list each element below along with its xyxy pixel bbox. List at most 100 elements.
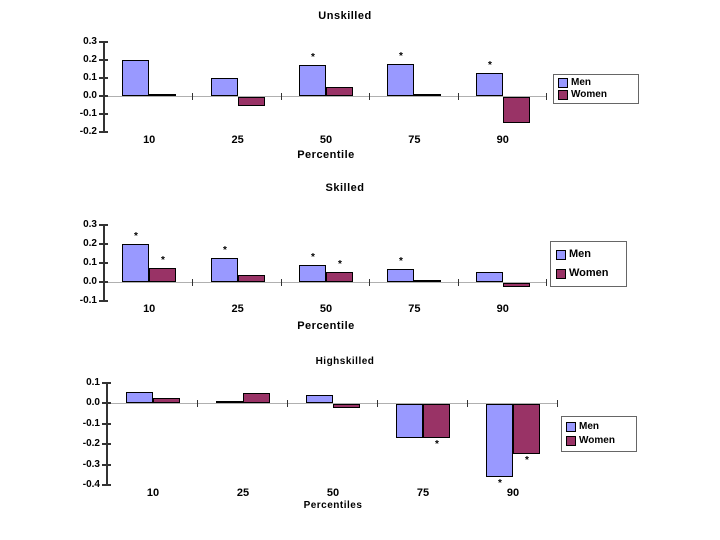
significance-marker: * — [134, 231, 138, 242]
bar-women — [238, 275, 265, 282]
legend-item-men: Men — [558, 78, 638, 88]
chart-highskilled: Highskilled 0.1 0.0 -0.1 -0.2 -0.3 -0.4 * * * Pe… — [0, 354, 720, 529]
chart-title: Unskilled — [318, 10, 372, 22]
significance-marker: * — [435, 439, 439, 450]
x-category-label: 75 — [416, 487, 430, 499]
legend-label-men: Men — [569, 248, 591, 260]
y-axis-tick — [99, 41, 108, 43]
significance-marker: * — [399, 256, 403, 267]
bar-men — [122, 244, 149, 282]
y-tick-label: -0.1 — [82, 418, 100, 429]
legend-item-women: Women — [566, 436, 636, 446]
significance-marker: * — [311, 252, 315, 263]
x-category-label: 25 — [231, 134, 244, 146]
category-axis-tick — [467, 400, 468, 407]
y-axis-tick — [102, 402, 111, 404]
legend-item-women: Women — [558, 90, 638, 100]
y-tick-label: 0.3 — [83, 36, 97, 47]
legend-label-women: Women — [569, 267, 609, 279]
bar-men — [126, 392, 153, 403]
y-axis-tick — [99, 300, 108, 302]
chart-unskilled: Unskilled 0.3 0.2 0.1 0.0 -0.1 -0.2 * * * Percen… — [0, 8, 720, 183]
women-swatch-icon — [558, 90, 568, 100]
y-axis-tick — [99, 59, 108, 61]
chart-title: Skilled — [325, 182, 365, 194]
category-axis-tick — [546, 279, 547, 286]
x-axis-line — [108, 403, 558, 404]
y-axis-tick — [102, 484, 111, 486]
bar-men — [476, 73, 503, 96]
y-axis-tick — [99, 224, 108, 226]
y-axis-tick — [99, 281, 108, 283]
x-category-label: 75 — [408, 303, 421, 315]
y-tick-label: 0.2 — [83, 54, 97, 65]
category-axis-tick — [458, 93, 459, 100]
y-tick-label: 0.1 — [83, 257, 97, 268]
legend-item-women: Women — [556, 268, 626, 279]
y-tick-label: 0.0 — [83, 90, 97, 101]
x-category-label: 50 — [319, 303, 333, 315]
category-axis-tick — [458, 279, 459, 286]
significance-marker: * — [488, 60, 492, 71]
y-axis-tick — [99, 95, 108, 97]
legend-label-men: Men — [579, 421, 599, 432]
y-tick-label: -0.4 — [82, 479, 100, 490]
y-tick-label: 0.0 — [83, 276, 97, 287]
bar-men — [122, 60, 149, 96]
category-axis-tick — [192, 279, 193, 286]
bar-men — [396, 404, 423, 438]
bar-women — [243, 393, 270, 403]
bar-men — [387, 269, 414, 282]
category-axis-tick — [287, 400, 288, 407]
men-swatch-icon — [556, 249, 566, 260]
bar-women — [153, 398, 180, 403]
bar-men — [387, 64, 414, 96]
y-axis-tick — [102, 464, 111, 466]
y-tick-label: 0.1 — [86, 377, 100, 388]
category-axis-tick — [377, 400, 378, 407]
x-category-label: 90 — [496, 134, 509, 146]
bar-women — [149, 94, 176, 96]
y-tick-label: 0.3 — [83, 219, 97, 230]
x-category-label: 50 — [319, 134, 333, 146]
category-axis-tick — [557, 400, 558, 407]
bar-women — [326, 272, 353, 282]
category-axis-tick — [192, 93, 193, 100]
bar-men — [299, 265, 326, 282]
y-axis-tick — [99, 77, 108, 79]
bar-women — [414, 280, 441, 282]
legend-label-women: Women — [571, 89, 607, 100]
y-tick-label: 0.0 — [86, 397, 100, 408]
bar-women — [149, 268, 176, 282]
y-axis-tick — [99, 131, 108, 133]
bar-men — [306, 395, 333, 403]
legend: Men Women — [561, 416, 637, 452]
women-swatch-icon — [556, 268, 566, 279]
x-category-label: 25 — [231, 303, 244, 315]
y-axis-tick — [99, 113, 108, 115]
x-category-label: 25 — [236, 487, 250, 499]
y-axis-tick — [99, 243, 108, 245]
y-tick-label: -0.2 — [79, 126, 97, 137]
significance-marker: * — [338, 259, 342, 270]
y-tick-label: 0.2 — [83, 238, 97, 249]
bar-men — [211, 258, 238, 282]
legend: Men Women — [550, 241, 627, 287]
bar-women — [333, 404, 360, 408]
y-axis-tick — [102, 423, 111, 425]
bar-men — [216, 401, 243, 403]
category-axis-tick — [369, 279, 370, 286]
significance-marker: * — [223, 245, 227, 256]
women-swatch-icon — [566, 436, 576, 446]
x-category-label: 90 — [506, 487, 520, 499]
bar-men — [299, 65, 326, 96]
legend-label-men: Men — [571, 77, 591, 88]
x-category-label: 10 — [146, 487, 160, 499]
chart-title: Highskilled — [315, 356, 375, 367]
significance-marker: * — [498, 478, 502, 489]
category-axis-tick — [369, 93, 370, 100]
plot-area: 0.1 0.0 -0.1 -0.2 -0.3 -0.4 * * * — [83, 377, 558, 490]
bar-women — [326, 87, 353, 96]
plot-area: 0.3 0.2 0.1 0.0 -0.1 * * * * * * — [80, 219, 547, 306]
category-axis-tick — [281, 279, 282, 286]
